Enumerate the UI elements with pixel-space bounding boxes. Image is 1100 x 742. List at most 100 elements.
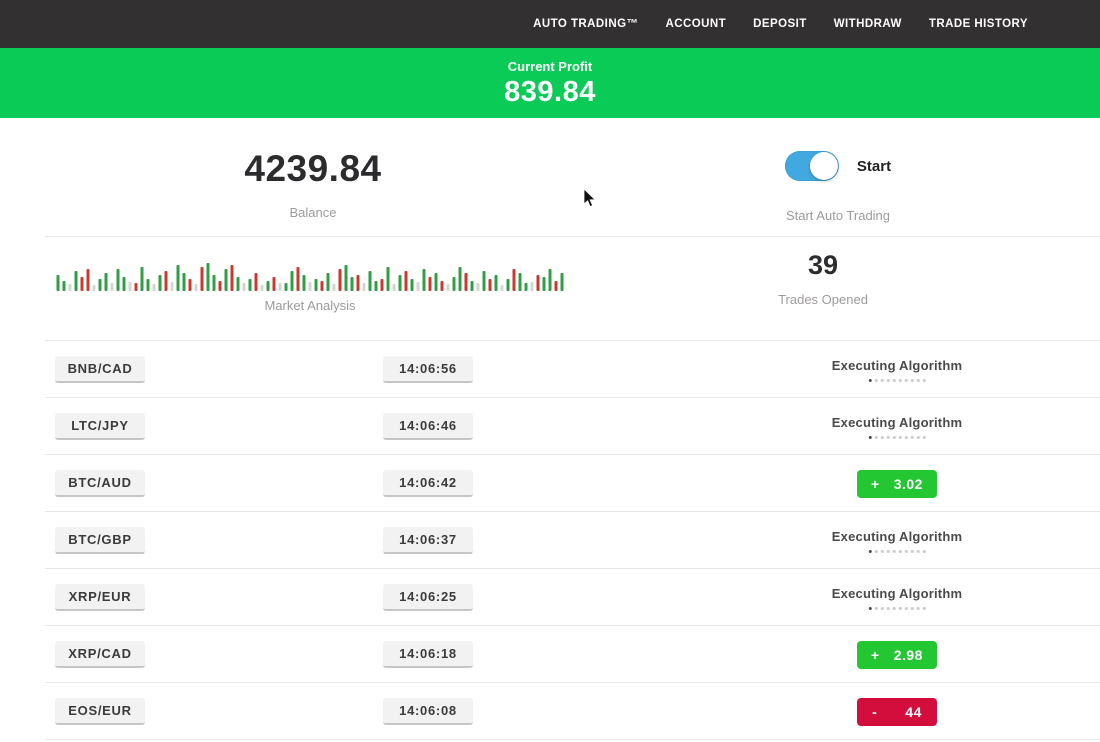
profit-badge: +2.98 [857, 640, 937, 669]
loss-badge: - 44 [857, 697, 937, 726]
auto-trading-toggle[interactable] [784, 151, 839, 181]
candle-bar [446, 284, 450, 291]
candle-bar [302, 275, 306, 291]
candle-bar [68, 284, 72, 291]
candle-bar [242, 283, 246, 291]
candle-bar [140, 267, 144, 291]
candle-bar [290, 271, 294, 291]
badge-sign: - [872, 703, 878, 720]
nav-item-auto-trading[interactable]: AUTO TRADING™ [533, 18, 639, 30]
trade-status: +2.98 [857, 640, 937, 669]
pair-chip: XRP/CAD [55, 641, 145, 668]
candle-bar [452, 277, 456, 291]
candle-bar [266, 281, 270, 291]
candle-bar [308, 282, 312, 291]
candle-bar [488, 279, 492, 291]
progress-dots-icon [832, 435, 962, 439]
candle-bar [128, 282, 132, 291]
trade-status: +3.02 [857, 469, 937, 498]
trade-row: XRP/CAD 14:06:18 +2.98 [0, 626, 1100, 683]
candle-bar [416, 282, 420, 291]
time-chip: 14:06:42 [383, 470, 473, 497]
current-profit-label: Current Profit [507, 59, 593, 74]
candle-bar [530, 282, 534, 291]
candle-bar [560, 273, 564, 291]
candle-bar [104, 273, 108, 291]
trade-row: BTC/AUD 14:06:42 +3.02 [0, 455, 1100, 512]
trade-row: LTC/JPY 14:06:46 Executing Algorithm [0, 398, 1100, 455]
profit-badge: +3.02 [857, 469, 937, 498]
executing-label: Executing Algorithm [831, 585, 963, 601]
badge-amount: 44 [905, 703, 922, 720]
candle-bar [152, 284, 156, 291]
candle-bar [518, 273, 522, 291]
pair-chip: BTC/GBP [55, 527, 145, 554]
candle-bar [86, 269, 90, 291]
candle-bar [236, 277, 240, 291]
current-profit-value: 839.84 [504, 76, 596, 108]
pair-chip: EOS/EUR [55, 698, 145, 725]
balance-block: 4239.84 Balance [244, 148, 381, 220]
candle-bar [524, 283, 528, 291]
trades-opened-value: 39 [807, 250, 839, 280]
market-analysis-label: Market Analysis [264, 298, 356, 313]
candle-bar [512, 269, 516, 291]
candle-bar [158, 275, 162, 291]
candle-bar [386, 267, 390, 291]
candle-bar [92, 285, 96, 291]
executing-label: Executing Algorithm [831, 357, 963, 373]
trades-opened-label: Trades Opened [778, 292, 868, 307]
progress-dots-icon [832, 606, 962, 610]
market-analysis-chart [56, 259, 564, 291]
candle-bar [194, 284, 198, 291]
status-executing: Executing Algorithm [832, 415, 962, 439]
candle-bar [380, 279, 384, 291]
pair-chip: XRP/EUR [55, 584, 145, 611]
status-executing: Executing Algorithm [832, 586, 962, 610]
candle-bar [248, 279, 252, 291]
candle-bar [116, 269, 120, 291]
time-chip: 14:06:25 [383, 584, 473, 611]
candle-bar [542, 277, 546, 291]
top-nav: AUTO TRADING™ ACCOUNT DEPOSIT WITHDRAW T… [0, 0, 1100, 48]
status-executing: Executing Algorithm [832, 529, 962, 553]
candle-bar [230, 265, 234, 291]
candle-bar [182, 273, 186, 291]
status-executing: Executing Algorithm [832, 358, 962, 382]
candle-bar [170, 282, 174, 291]
nav-item-withdraw[interactable]: WITHDRAW [833, 18, 902, 30]
candle-bar [554, 281, 558, 291]
candle-bar [206, 263, 210, 291]
nav-item-trade-history[interactable]: TRADE HISTORY [928, 18, 1028, 30]
time-chip: 14:06:46 [383, 413, 473, 440]
candle-bar [98, 279, 102, 291]
candle-bar [428, 277, 432, 291]
candle-bar [536, 275, 540, 291]
balance-label: Balance [289, 205, 337, 220]
toggle-label: Start [856, 157, 892, 175]
candle-bar [356, 275, 360, 291]
candle-bar [296, 267, 300, 291]
auto-trading-block: Start Start Auto Trading [784, 151, 892, 223]
candle-bar [422, 269, 426, 291]
candle-bar [80, 277, 84, 291]
auto-trading-label: Start Auto Trading [785, 208, 891, 223]
toggle-knob-icon [809, 152, 838, 180]
time-chip: 14:06:18 [383, 641, 473, 668]
trade-status: - 44 [857, 697, 937, 726]
trade-list: BNB/CAD 14:06:56 Executing Algorithm LTC… [0, 341, 1100, 740]
candle-bar [212, 275, 216, 291]
progress-dots-icon [832, 378, 962, 382]
candle-bar [440, 281, 444, 291]
nav-item-account[interactable]: ACCOUNT [665, 18, 727, 30]
candle-bar [74, 271, 78, 291]
candle-bar [146, 279, 150, 291]
nav-item-deposit[interactable]: DEPOSIT [753, 18, 807, 30]
progress-dots-icon [832, 549, 962, 553]
candle-bar [350, 277, 354, 291]
balance-value: 4239.84 [244, 148, 382, 189]
candle-bar [320, 281, 324, 291]
candle-bar [278, 283, 282, 291]
time-chip: 14:06:08 [383, 698, 473, 725]
